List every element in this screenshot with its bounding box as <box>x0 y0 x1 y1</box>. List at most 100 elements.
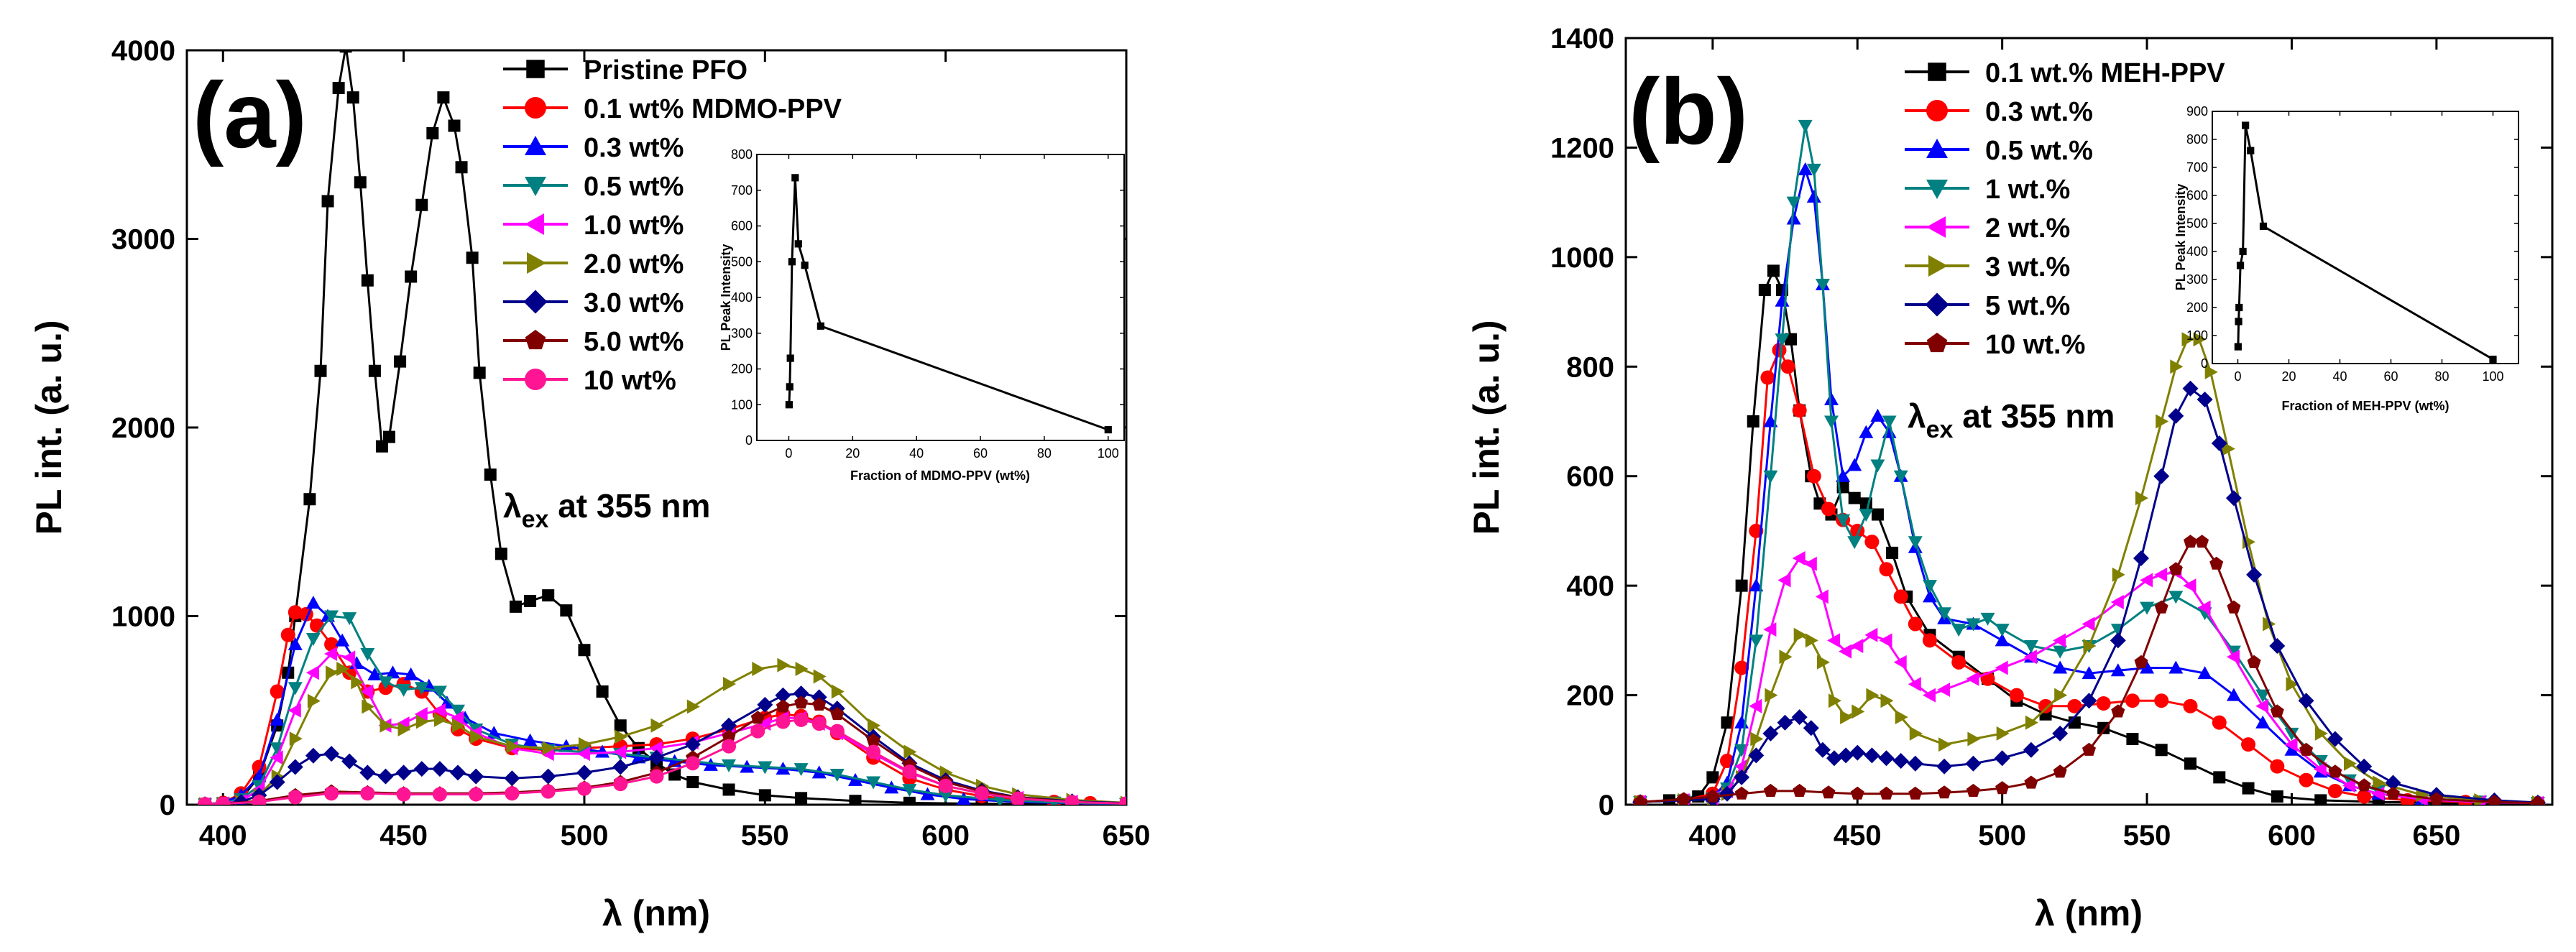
legend-marker <box>1925 292 1949 317</box>
x-tick-label: 400 <box>1688 820 1736 851</box>
data-point <box>466 251 479 264</box>
inset-y-title-b: PL Peak Intensity <box>2174 184 2188 291</box>
legend-label: 1 wt.% <box>1985 175 2070 205</box>
data-point <box>473 366 486 379</box>
data-point <box>2154 600 2168 614</box>
data-point <box>1777 714 1793 731</box>
series-line <box>205 701 1126 805</box>
data-point <box>403 667 418 680</box>
data-point <box>451 704 465 718</box>
data-point <box>649 741 663 756</box>
x-tick-label: 20 <box>845 446 860 461</box>
data-point <box>612 759 629 775</box>
data-point <box>1792 551 1806 565</box>
legend-label: 1.0 wt% <box>584 211 684 241</box>
data-point <box>287 759 303 775</box>
data-point <box>415 198 428 211</box>
data-point <box>848 772 862 786</box>
data-point <box>339 50 352 53</box>
data-point <box>1893 470 1908 484</box>
data-point <box>752 662 765 676</box>
data-point <box>2298 693 2314 709</box>
data-point <box>2133 550 2149 566</box>
series-line <box>205 718 1126 805</box>
data-point <box>1735 579 1748 592</box>
data-point <box>415 714 429 729</box>
data-point <box>1827 633 1840 648</box>
data-point <box>314 364 327 377</box>
data-point <box>2168 660 2184 674</box>
legend-label: 0.1 wt.% MEH-PPV <box>1985 58 2225 88</box>
y-tick-label: 2000 <box>111 412 175 444</box>
data-point <box>866 733 880 747</box>
data-point <box>542 741 556 756</box>
legend-label: 0.3 wt.% <box>1985 97 2093 127</box>
data-point <box>1886 546 1899 559</box>
x-tick-label: 20 <box>2281 369 2296 384</box>
legend-item: 3 wt.% <box>1905 252 2070 282</box>
data-point <box>2083 639 2097 653</box>
data-point <box>813 669 827 684</box>
data-point <box>307 693 321 708</box>
data-point <box>426 127 439 139</box>
legend-marker <box>526 60 545 78</box>
data-point <box>1859 509 1874 522</box>
data-point <box>723 677 736 691</box>
data-point <box>2054 688 2068 703</box>
data-point <box>2327 731 2343 747</box>
legend-label: 2.0 wt% <box>584 249 684 279</box>
legend-item: 5 wt.% <box>1905 291 2070 321</box>
data-point <box>455 161 468 174</box>
data-point <box>722 739 737 754</box>
data-point <box>1706 771 1719 784</box>
legend-item: 3.0 wt% <box>503 288 684 318</box>
data-point <box>1895 710 1908 725</box>
data-point <box>2110 632 2126 649</box>
y-tick-label: 1000 <box>111 601 175 633</box>
data-point <box>576 764 592 781</box>
data-point <box>1850 639 1864 653</box>
data-point <box>2140 601 2155 615</box>
data-point <box>613 744 627 759</box>
data-point <box>1908 536 1923 550</box>
inset-point <box>794 240 802 248</box>
data-point <box>1922 633 1937 648</box>
data-point <box>1907 755 1923 772</box>
series-7 <box>1632 380 2546 805</box>
data-point <box>2487 795 2501 805</box>
inset-series-a <box>785 174 1112 434</box>
data-point <box>360 684 374 699</box>
data-point <box>777 657 791 673</box>
y-tick-label: 0 <box>1598 790 1614 821</box>
series-line <box>205 652 1126 805</box>
x-tick-label: 450 <box>1834 820 1882 851</box>
y-tick-label: 200 <box>1566 680 1614 712</box>
data-point <box>1824 392 1839 405</box>
data-point <box>2183 578 2196 593</box>
x-tick-label: 650 <box>2413 820 2461 851</box>
inset-point <box>786 354 794 362</box>
y-tick-label: 300 <box>731 326 753 341</box>
data-point <box>432 703 446 718</box>
data-point <box>1734 786 1749 800</box>
data-point <box>868 718 881 733</box>
data-point <box>2270 759 2285 774</box>
data-point <box>1995 781 2010 795</box>
data-point <box>540 784 556 799</box>
data-point <box>1908 616 1923 632</box>
x-tick-label: 500 <box>561 820 609 851</box>
legend-item: 5.0 wt% <box>503 327 684 357</box>
x-tick-label: 500 <box>1978 820 2026 851</box>
data-point <box>414 707 428 721</box>
data-point <box>595 744 610 758</box>
data-point <box>1850 786 1864 800</box>
data-point <box>351 675 364 690</box>
legend-marker <box>523 290 548 314</box>
data-point <box>385 665 400 679</box>
data-point <box>451 711 464 726</box>
series-5 <box>1633 551 2544 805</box>
data-point <box>2196 392 2213 407</box>
data-point <box>578 644 591 657</box>
data-point <box>1786 196 1801 210</box>
data-point <box>367 667 382 680</box>
